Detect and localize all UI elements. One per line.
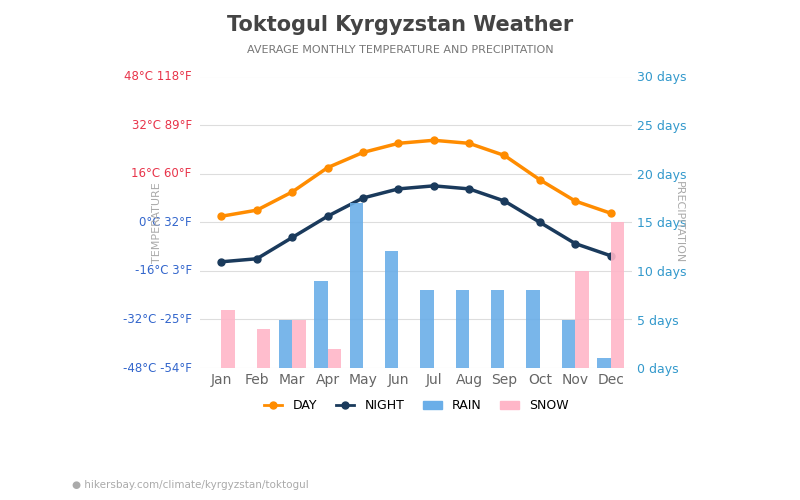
Bar <box>314 280 328 368</box>
Text: AVERAGE MONTHLY TEMPERATURE AND PRECIPITATION: AVERAGE MONTHLY TEMPERATURE AND PRECIPIT… <box>246 45 554 55</box>
Bar <box>610 222 624 368</box>
Text: 16°C 60°F: 16°C 60°F <box>131 167 192 180</box>
Bar <box>456 290 469 368</box>
Text: -16°C 3°F: -16°C 3°F <box>134 264 192 278</box>
Text: 48°C 118°F: 48°C 118°F <box>124 70 192 83</box>
Text: Toktogul Kyrgyzstan Weather: Toktogul Kyrgyzstan Weather <box>227 15 573 35</box>
Bar <box>491 290 505 368</box>
Bar <box>257 329 270 368</box>
Bar <box>526 290 540 368</box>
Bar <box>562 320 575 368</box>
Bar <box>420 290 434 368</box>
Bar <box>350 203 363 368</box>
Text: PRECIPITATION: PRECIPITATION <box>674 181 684 264</box>
Bar <box>597 358 610 368</box>
Text: 32°C 89°F: 32°C 89°F <box>131 118 192 132</box>
Text: 0°C 32°F: 0°C 32°F <box>139 216 192 229</box>
Legend: DAY, NIGHT, RAIN, SNOW: DAY, NIGHT, RAIN, SNOW <box>258 394 574 417</box>
Bar <box>575 271 589 368</box>
Bar <box>292 320 306 368</box>
Bar <box>328 348 341 368</box>
Bar <box>222 310 235 368</box>
Text: TEMPERATURE: TEMPERATURE <box>152 182 162 262</box>
Text: ● hikersbay.com/climate/kyrgyzstan/toktogul: ● hikersbay.com/climate/kyrgyzstan/tokto… <box>72 480 309 490</box>
Text: -32°C -25°F: -32°C -25°F <box>122 313 192 326</box>
Bar <box>385 252 398 368</box>
Text: -48°C -54°F: -48°C -54°F <box>122 362 192 374</box>
Bar <box>278 320 292 368</box>
